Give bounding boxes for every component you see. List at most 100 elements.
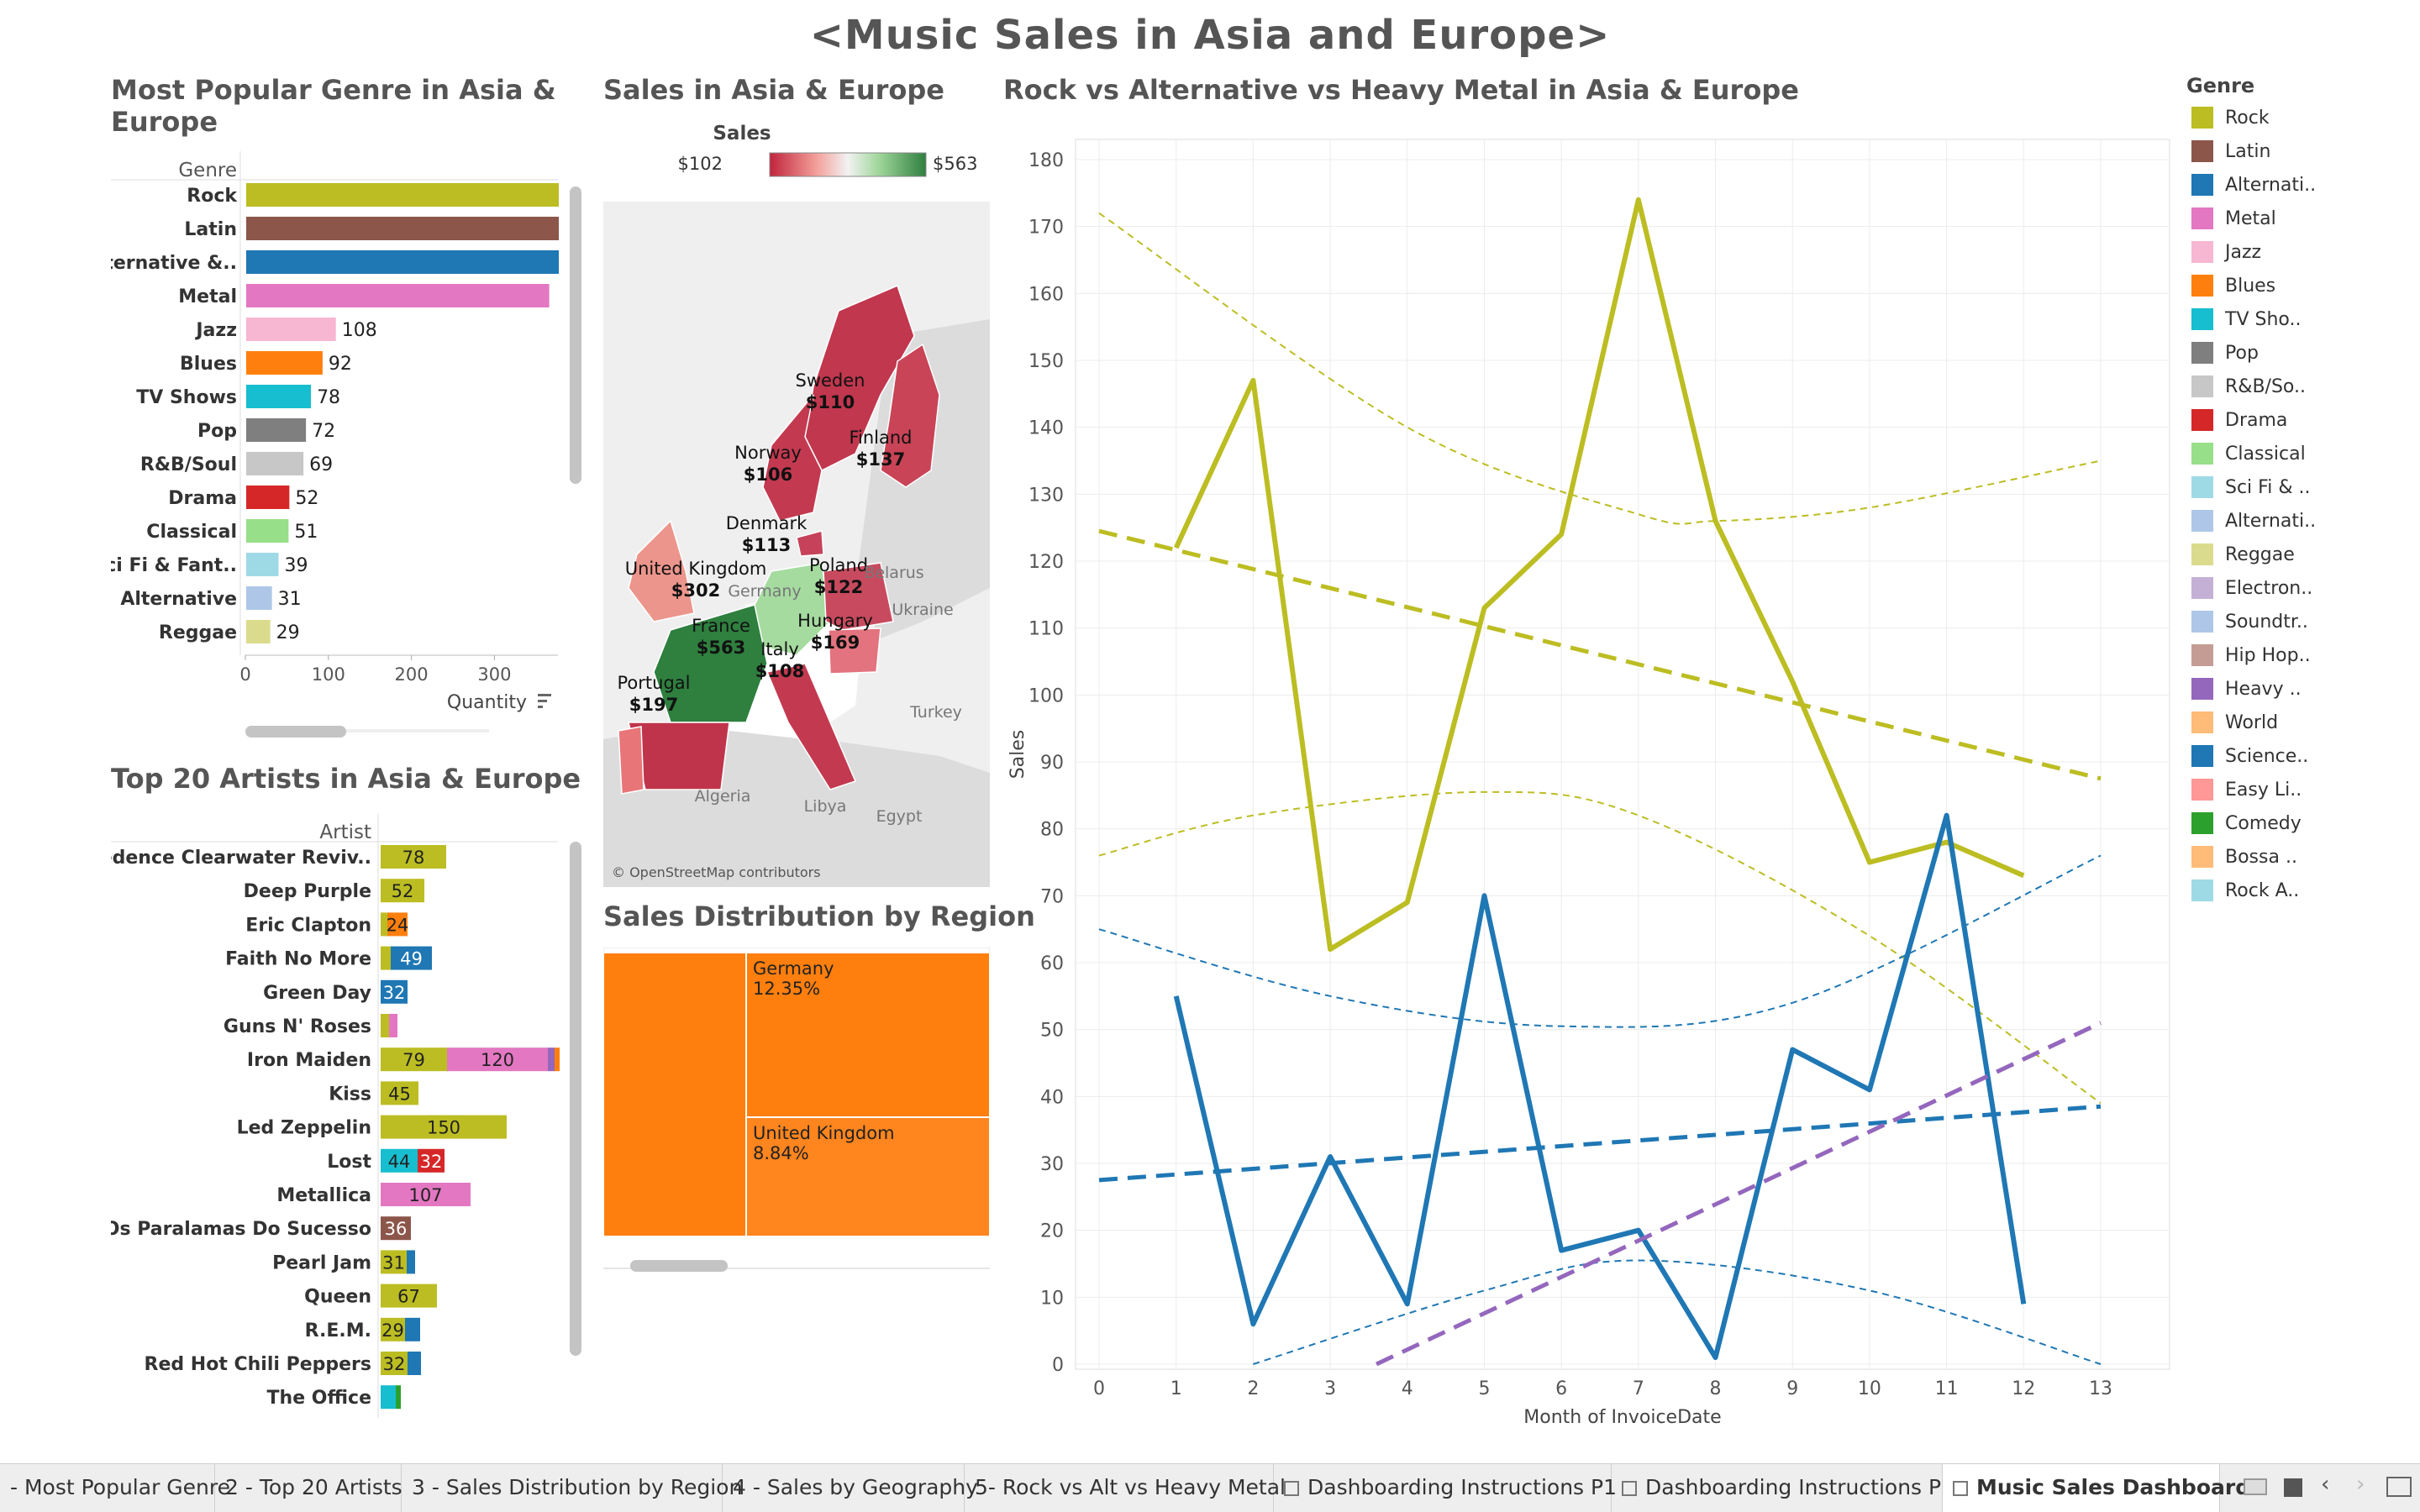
genre-bar[interactable] [246,519,289,543]
legend-item[interactable]: Reggae [2191,541,2295,568]
artist-bar-segment[interactable] [447,1047,548,1072]
prev-sheet-icon[interactable]: ‹ [2321,1472,2330,1497]
artist-row[interactable]: Guns N' Roses [224,1014,397,1037]
artist-bar-segment[interactable] [381,879,424,903]
artist-bar-segment[interactable] [381,1250,407,1274]
country-france[interactable] [653,604,768,723]
genre-row[interactable]: TV Shows 78 [136,385,340,408]
legend-item[interactable]: Easy Li.. [2191,776,2302,803]
country-finland[interactable] [880,343,940,488]
legend-item[interactable]: Alternati.. [2191,171,2316,198]
artist-bar-segment[interactable] [381,1317,405,1341]
artist-bar-segment[interactable] [389,1014,397,1037]
artist-bar-segment[interactable] [405,1317,420,1341]
legend-item[interactable]: Blues [2191,272,2275,299]
genre-bar[interactable] [246,620,271,643]
legend-item[interactable]: TV Sho.. [2191,306,2301,333]
legend-item[interactable]: Rock A.. [2191,877,2299,904]
genre-bar[interactable] [246,284,550,307]
treemap-tile-other[interactable] [603,952,747,1237]
artist-bar-segment[interactable] [418,1148,445,1173]
artist-bar-segment[interactable] [396,1385,401,1410]
genre-row[interactable]: Latin [184,217,559,240]
sheet-tab[interactable]: Dashboarding Instructions P2 [1612,1464,1954,1512]
genre-bar[interactable] [246,183,559,207]
genre-row[interactable]: Classical 51 [146,519,318,543]
genre-row[interactable]: Blues 92 [180,351,352,375]
artist-bar-segment[interactable] [381,946,391,970]
artist-bar-segment[interactable] [381,1183,471,1206]
treemap-hscroll-thumb[interactable] [630,1260,728,1272]
legend-item[interactable]: Rock [2191,104,2270,131]
country-italy[interactable] [765,663,857,790]
sort-icon[interactable] [538,694,551,708]
country-denmark[interactable] [796,530,824,557]
artist-row[interactable]: Eric Clapton 24 [245,912,408,937]
country-norway[interactable] [762,394,823,522]
genre-scrollbar[interactable] [570,186,581,484]
artist-bar-segment[interactable] [381,979,408,1004]
genre-bar[interactable] [246,418,307,442]
artist-row[interactable]: Iron Maiden 79 120 [247,1047,560,1072]
filmstrip-icon[interactable] [2284,1478,2302,1497]
sheet-tab[interactable]: 2 - Top 20 Artists [215,1464,402,1512]
legend-item[interactable]: Latin [2191,138,2270,165]
artist-row[interactable]: Red Hot Chili Peppers 32 [145,1352,421,1375]
artist-bar-segment[interactable] [381,1047,447,1072]
alternative-punk-series-line[interactable] [1173,812,2027,1361]
artist-row[interactable]: Pearl Jam 31 [272,1250,415,1274]
rock-series-line[interactable] [1173,197,2025,953]
legend-item[interactable]: Pop [2191,339,2259,366]
genre-row[interactable]: Jazz 108 [194,318,377,341]
country-united-kingdom[interactable] [628,519,695,622]
presentation-mode-icon[interactable] [2386,1477,2412,1497]
genre-row[interactable]: Pop 72 [197,418,335,442]
artist-row[interactable]: Faith No More 49 [225,946,432,970]
treemap-tile-united-kingdom[interactable] [745,1116,990,1237]
genre-row[interactable]: R&B/Soul 69 [140,452,333,475]
artist-row[interactable]: R.E.M. 29 [305,1317,420,1341]
legend-item[interactable]: Alternati.. [2191,507,2316,534]
genre-row[interactable]: Rock [187,183,559,207]
artist-bar-segment[interactable] [381,1385,396,1410]
treemap-tile-germany[interactable] [745,952,990,1118]
genre-bar[interactable] [246,250,559,274]
legend-item[interactable]: Sci Fi & .. [2191,474,2310,501]
artist-bar-segment[interactable] [408,1352,421,1375]
artist-row[interactable]: The Office [267,1385,401,1410]
legend-item[interactable]: Comedy [2191,810,2302,837]
genre-hscroll-track[interactable] [245,729,489,732]
country-poland[interactable] [823,562,894,631]
sales-map[interactable]: Sales $102 $563 Sweden$110 Finland$137 Norway… [603,118,990,887]
legend-item[interactable]: Classical [2191,440,2306,467]
legend-item[interactable]: Metal [2191,205,2276,232]
genre-bar[interactable] [246,586,272,610]
legend-item[interactable]: R&B/So.. [2191,373,2306,400]
artist-row[interactable]: Creedence Clearwater Reviv.. 78 [111,845,446,869]
genre-row[interactable]: Sci Fi & Fant.. 39 [111,553,308,576]
legend-item[interactable]: Bossa .. [2191,843,2297,870]
artist-row[interactable]: Metallica 107 [276,1183,471,1206]
genre-row[interactable]: Drama 52 [168,486,318,509]
artist-bar-segment[interactable] [381,1148,418,1173]
grid-view-icon[interactable] [2244,1478,2267,1495]
artist-bar-segment[interactable] [381,1216,411,1241]
artist-bar-segment[interactable] [381,845,446,869]
legend-item[interactable]: Drama [2191,407,2287,433]
genre-scroll-thumb[interactable] [570,186,581,484]
genre-bar[interactable] [246,351,323,375]
artist-bar-segment[interactable] [381,1115,507,1139]
artist-bar-segment[interactable] [548,1047,555,1072]
artist-row[interactable]: Deep Purple 52 [244,879,424,903]
sheet-tab[interactable]: - Most Popular Genre [0,1464,230,1512]
genre-row[interactable]: Reggae 29 [159,620,300,643]
legend-item[interactable]: Soundtr.. [2191,608,2308,635]
legend-item[interactable]: Science.. [2191,743,2308,769]
artist-bar-segment[interactable] [387,912,408,937]
artist-bar-segment[interactable] [381,1284,437,1308]
sheet-tab[interactable]: 4 - Sales by Geography [723,1464,978,1512]
artist-row[interactable]: Kiss 45 [329,1081,418,1105]
artists-scrollbar[interactable] [570,842,581,1356]
artists-scroll-thumb[interactable] [570,842,581,1356]
